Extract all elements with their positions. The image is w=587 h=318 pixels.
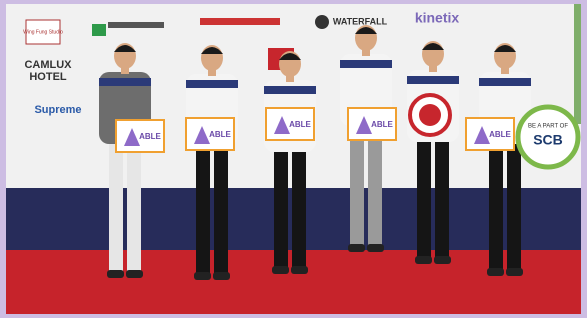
logo: Wing Fung Studio	[23, 29, 63, 35]
shoe	[487, 268, 504, 276]
sign-text: ABLE	[489, 130, 511, 139]
sign-text: ABLE	[371, 120, 393, 129]
badge-top: BE A PART OF	[528, 124, 568, 130]
plant	[574, 4, 581, 124]
logo: WATERFALL	[333, 16, 388, 26]
sign-text: ABLE	[289, 120, 311, 129]
logo: CAMLUX	[24, 59, 72, 71]
logo: kinetix	[415, 10, 460, 26]
shoe	[272, 266, 289, 274]
round-sign-mark	[419, 104, 441, 126]
logo-text-block	[200, 18, 280, 25]
leg	[489, 138, 503, 271]
leg	[196, 140, 210, 275]
sleeve-stripe	[186, 80, 238, 88]
shoe	[194, 272, 211, 280]
logo-mark	[92, 24, 106, 36]
leg	[417, 136, 431, 259]
leg	[109, 138, 123, 273]
shoe	[415, 256, 432, 264]
leg	[292, 146, 306, 269]
sign-text: ABLE	[209, 130, 231, 139]
logo-mark	[315, 15, 329, 29]
sleeve-stripe	[99, 78, 151, 86]
leg	[127, 138, 141, 273]
sign-text: ABLE	[139, 132, 161, 141]
leg	[274, 146, 288, 269]
sleeve-stripe	[340, 60, 392, 68]
logo-text-block	[108, 22, 164, 28]
sleeve-stripe	[407, 76, 459, 84]
shoe	[434, 256, 451, 264]
badge-main: SCB	[533, 132, 563, 148]
shoe	[506, 268, 523, 276]
shoe	[348, 244, 365, 252]
shoe	[367, 244, 384, 252]
logo: Supreme	[34, 104, 81, 116]
photo: Wing Fung Studio CAMLUX HOTEL Supreme WA…	[0, 0, 587, 318]
shoe	[291, 266, 308, 274]
sleeve-stripe	[264, 86, 316, 94]
leg	[214, 140, 228, 275]
shoe	[126, 270, 143, 278]
shoe	[213, 272, 230, 280]
sleeve-stripe	[479, 78, 531, 86]
logo: HOTEL	[29, 71, 67, 83]
leg	[435, 136, 449, 259]
leg	[507, 138, 521, 271]
shoe	[107, 270, 124, 278]
